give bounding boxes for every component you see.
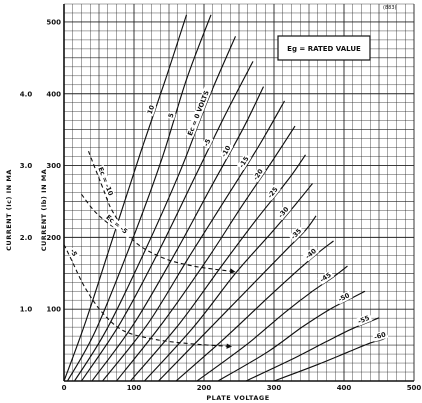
annotation-box: [277, 35, 371, 61]
plate-curve-label-group: -5: [201, 135, 214, 149]
plate-curve: [158, 215, 317, 382]
annotation-text: Eg = RATED VALUE: [287, 45, 361, 53]
plate-curve: [116, 125, 296, 382]
plate-curve-label-group: 10: [145, 104, 156, 117]
plate-curve: [74, 36, 237, 382]
plate-curve: [130, 154, 306, 382]
plate-curve-label-bg: [276, 203, 292, 221]
plate-curve-label-bg: [236, 153, 252, 171]
plate-curve: [91, 86, 265, 382]
plate-curve-label-group: 5: [166, 111, 176, 120]
plate-curve-label: -5: [202, 137, 213, 147]
plate-curve-label-bg: [288, 225, 305, 242]
plate-curve-label-bg: [201, 135, 214, 149]
plate-curve-label-bg: [265, 184, 281, 201]
plate-curve-label: 10: [146, 104, 157, 116]
screen-curve-arrow: [229, 268, 236, 274]
y-tick-label-outer: 2.0: [20, 234, 33, 242]
plate-curve-label-bg: [219, 142, 234, 160]
screen-curve: [87, 151, 236, 273]
y-tick-label-inner: 500: [46, 18, 61, 26]
screen-curve-label-bg: [67, 246, 80, 260]
screen-curve: [63, 244, 233, 348]
plate-curve-label-bg: [145, 103, 157, 117]
plate-curve-label-bg: [335, 290, 353, 305]
plate-curve-label-bg: [317, 269, 335, 285]
screen-curve-label: -5: [68, 248, 79, 258]
plate-curve: [63, 14, 188, 382]
screen-curve-label-bg: [96, 164, 117, 202]
plate-curve-label-bg: [185, 86, 213, 138]
corner-code: (883): [383, 5, 396, 11]
plate-curve: [81, 61, 254, 382]
plate-curve-label-bg: [355, 313, 373, 327]
plate-curve-label: 5: [167, 112, 176, 119]
y-axis-title-outer: CURRENT (Ic) IN MA: [5, 169, 13, 251]
axes: [63, 4, 414, 382]
x-tick-label: 100: [127, 384, 142, 392]
plate-curve-label-bg: [303, 245, 320, 262]
plate-curve: [196, 265, 348, 382]
y-tick-label-outer: 3.0: [20, 162, 33, 170]
screen-curve-arrow: [226, 343, 232, 349]
plate-curve-label: -60: [373, 330, 387, 341]
x-tick-label: 200: [197, 384, 212, 392]
y-tick-label-inner: 200: [46, 234, 61, 242]
y-tick-label-inner: 400: [46, 90, 61, 98]
x-tick-label: 400: [337, 384, 352, 392]
y-tick-label-inner: 300: [46, 162, 61, 170]
plate-curve-label-group: -60: [372, 329, 389, 342]
plate-curve: [66, 14, 212, 382]
plate-curve-label-bg: [166, 111, 176, 120]
screen-curve-label-group: -5: [67, 246, 80, 260]
x-tick-label: 300: [267, 384, 282, 392]
y-tick-label-outer: 1.0: [20, 306, 33, 314]
y-axis-title-inner: CURRENT (Ib) IN MA: [40, 169, 48, 252]
screen-curve-label-bg: [103, 212, 133, 239]
x-tick-label: 500: [407, 384, 422, 392]
plate-curve: [175, 240, 334, 382]
plate-curves: 105 Ec = 0 VOLTS-5-10-15-20-25-30-35-40-4…: [63, 14, 389, 382]
x-tick-label: 0: [62, 384, 67, 392]
tick-labels: 0 100 200 300 400 500 100 200 300 400 500 1.0 2.0 3.0…: [20, 18, 422, 392]
screen-curve: [81, 193, 128, 233]
plate-curve-label-bg: [251, 165, 266, 183]
x-axis-title: PLATE VOLTAGE: [206, 394, 269, 402]
plate-curve-label-bg: [372, 329, 389, 342]
plate-curve: [102, 100, 285, 382]
plate-curve: [144, 183, 313, 382]
y-tick-label-inner: 100: [46, 306, 61, 314]
y-tick-label-outer: 4.0: [20, 90, 33, 98]
